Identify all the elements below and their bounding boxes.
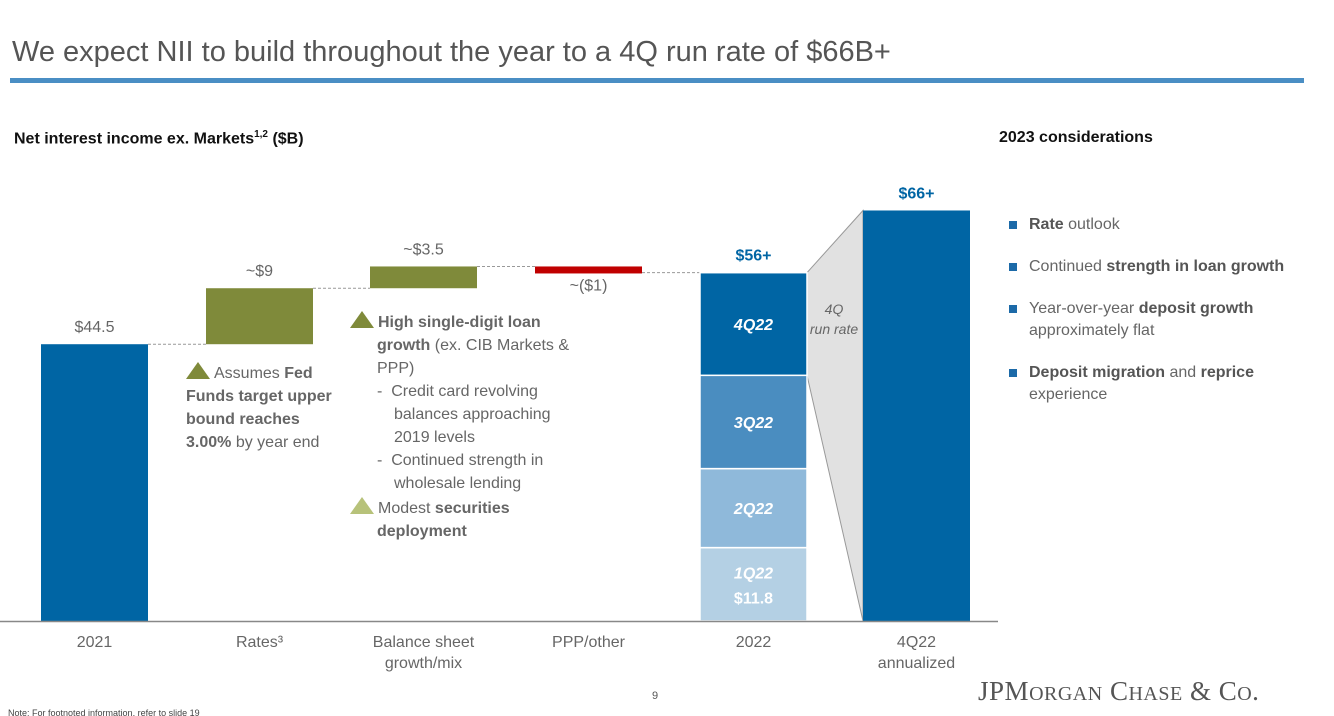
balance-item1-text: (ex. CIB Markets & PPP) xyxy=(377,337,570,377)
segment-label: 1Q22 xyxy=(734,565,773,582)
balance-item2-text: Modest xyxy=(378,500,435,517)
chart-subtitle: Net interest income ex. Markets1,2 ($B) xyxy=(14,129,304,148)
slide-title: We expect NII to build throughout the ye… xyxy=(12,36,891,68)
run-rate-label: 4Q xyxy=(825,301,844,317)
bar-value-label: $66+ xyxy=(898,185,934,202)
bar-segment-4Q22 xyxy=(699,271,808,377)
item-bold: deposit growth xyxy=(1138,300,1254,317)
considerations-list: Rate outlook Continued strength in loan … xyxy=(1009,214,1309,426)
item-text: Continued xyxy=(1029,258,1107,275)
bar-Balance sheet growth/mix xyxy=(370,266,477,289)
category-label: 4Q22 xyxy=(897,634,936,651)
triangle-up-icon xyxy=(186,362,210,379)
consideration-item: Rate outlook xyxy=(1009,214,1309,236)
balance-sub2: Continued strength in wholesale lending xyxy=(391,452,544,492)
subtitle-unit: ($B) xyxy=(272,130,304,148)
rates-ann-post: by year end xyxy=(231,434,320,451)
balance-sub1: Credit card revolving balances approachi… xyxy=(391,383,551,446)
item-text: Year-over-year xyxy=(1029,300,1139,317)
rates-ann-pre: Assumes xyxy=(214,365,285,382)
category-label: 2021 xyxy=(77,634,113,651)
balance-item2-bold: securities deployment xyxy=(377,500,510,540)
consideration-item: Deposit migration and reprice experience xyxy=(1009,362,1309,406)
title-rule xyxy=(10,78,1304,83)
category-label: PPP/other xyxy=(552,634,626,651)
rates-ann-bold: Fed Funds target upper bound reaches 3.0… xyxy=(186,365,332,451)
run-rate-connector xyxy=(806,209,864,622)
item-text: experience xyxy=(1029,386,1108,403)
category-label: 2022 xyxy=(736,634,772,651)
run-rate-label: run rate xyxy=(810,321,858,337)
bar-value-label: ~($1) xyxy=(570,278,608,295)
bar-4Q22 annualized xyxy=(863,210,970,622)
item-text: outlook xyxy=(1063,216,1120,233)
bar-Rates³ xyxy=(206,288,313,345)
category-label: growth/mix xyxy=(385,655,462,672)
triangle-up-light-icon xyxy=(350,497,374,514)
balance-item1-bold: High single-digit loan growth xyxy=(377,314,541,354)
consideration-item: Year-over-year deposit growth approximat… xyxy=(1009,298,1309,342)
consideration-item: Continued strength in loan growth xyxy=(1009,256,1309,278)
category-label: annualized xyxy=(878,655,955,672)
company-logo: JPMORGAN CHASE & CO. xyxy=(978,676,1260,706)
category-label: Balance sheet xyxy=(373,634,475,651)
item-bold: Deposit migration xyxy=(1029,364,1166,381)
rates-annotation: Assumes Fed Funds target upper bound rea… xyxy=(186,362,346,454)
bar-segment-2Q22 xyxy=(699,467,808,549)
item-bold: strength in loan growth xyxy=(1106,258,1285,275)
subtitle-text: Net interest income ex. Markets xyxy=(14,130,255,148)
item-text: and xyxy=(1165,364,1201,381)
subtitle-footnote: 1,2 xyxy=(254,129,268,140)
bar-PPP/other xyxy=(535,266,642,274)
bar-value-label: ~$9 xyxy=(246,263,273,280)
bar-value-label: ~$3.5 xyxy=(403,241,444,258)
segment-value-label: $11.8 xyxy=(734,590,773,607)
bar-segment-1Q22 xyxy=(699,546,808,622)
segment-label: 3Q22 xyxy=(734,415,773,432)
item-bold: Rate xyxy=(1029,216,1064,233)
segment-label: 4Q22 xyxy=(733,317,773,334)
balance-annotation: High single-digit loan growth (ex. CIB M… xyxy=(350,311,580,543)
bar-value-label: $56+ xyxy=(735,248,771,265)
bar-2021 xyxy=(41,344,148,621)
item-bold: reprice xyxy=(1200,364,1254,381)
bar-segment-3Q22 xyxy=(699,374,808,470)
category-label: Rates³ xyxy=(236,634,284,651)
triangle-up-icon xyxy=(350,311,374,328)
item-text: approximately flat xyxy=(1029,322,1155,339)
segment-label: 2Q22 xyxy=(733,501,773,518)
page-number: 9 xyxy=(652,690,659,702)
considerations-heading: 2023 considerations xyxy=(999,129,1153,146)
footnote: Note: For footnoted information, refer t… xyxy=(8,708,200,716)
bar-value-label: $44.5 xyxy=(74,319,114,336)
